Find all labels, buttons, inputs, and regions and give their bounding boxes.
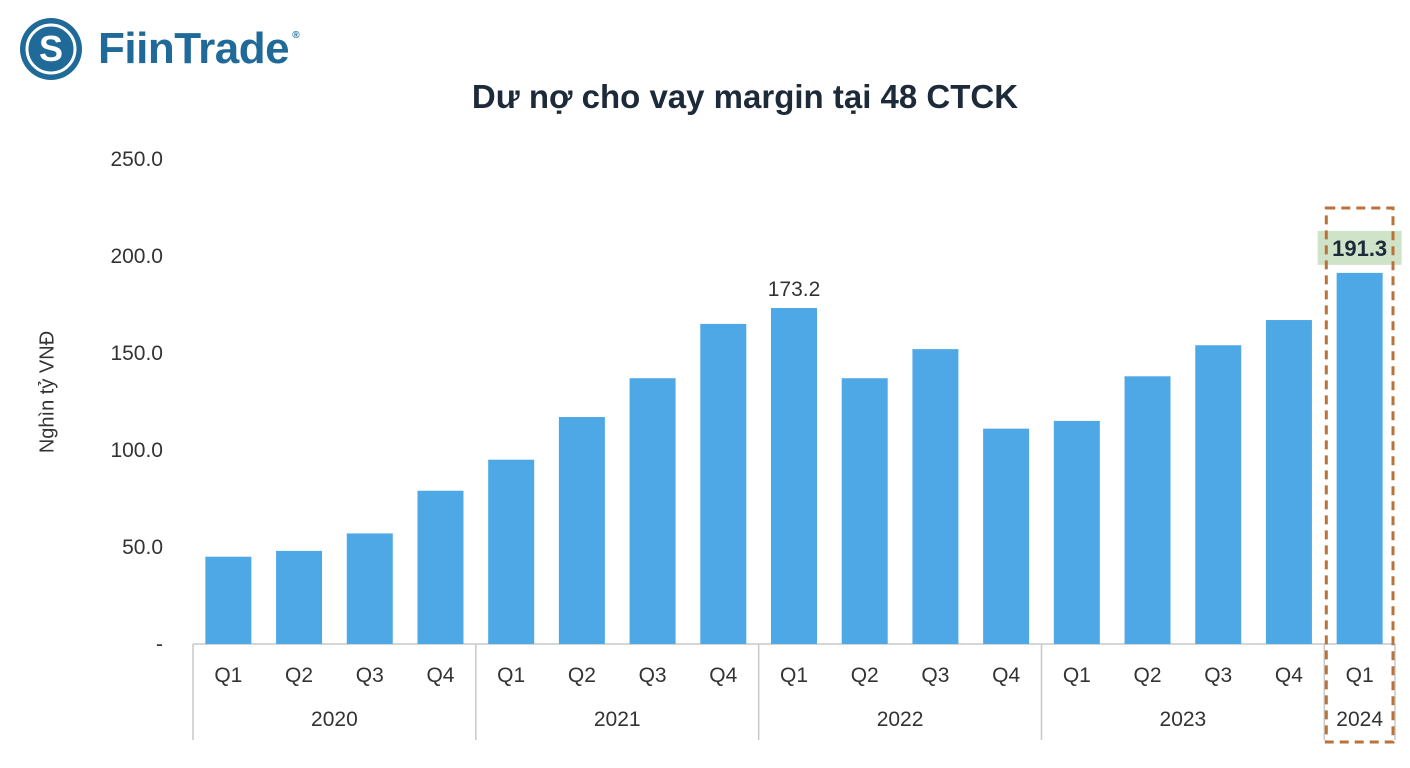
y-tick-label: 200.0 <box>110 245 163 268</box>
x-category-label: Q1 <box>1346 664 1374 687</box>
x-category-label: Q1 <box>497 664 525 687</box>
bar <box>1053 420 1100 644</box>
x-category-label: Q3 <box>639 664 667 687</box>
x-category-label: Q2 <box>1134 664 1162 687</box>
data-label: 191.3 <box>1332 236 1387 261</box>
x-category-label: Q3 <box>1204 664 1232 687</box>
brand-logo: S FiinTrade ® <box>18 16 300 82</box>
x-group-label: 2020 <box>311 708 358 731</box>
bar <box>912 349 959 644</box>
bar <box>983 428 1030 644</box>
x-category-label: Q3 <box>356 664 384 687</box>
brand-name: FiinTrade ® <box>98 24 300 73</box>
x-category-label: Q4 <box>1275 664 1303 687</box>
x-category-label: Q4 <box>709 664 737 687</box>
bar <box>1336 272 1383 644</box>
x-group-label: 2023 <box>1160 708 1207 731</box>
bar <box>488 459 535 644</box>
bar <box>205 556 252 644</box>
x-group-label: 2021 <box>594 708 641 731</box>
bar <box>276 550 323 644</box>
highlight-box <box>1324 206 1395 744</box>
svg-text:S: S <box>39 28 63 69</box>
x-category-label: Q1 <box>780 664 808 687</box>
data-label: 173.2 <box>768 278 821 301</box>
bar <box>841 378 888 644</box>
bar <box>771 307 817 644</box>
y-tick-label: 150.0 <box>110 342 163 365</box>
x-category-label: Q1 <box>1063 664 1091 687</box>
data-label-background <box>1317 230 1402 265</box>
x-category-label: Q1 <box>214 664 242 687</box>
x-category-label: Q2 <box>285 664 313 687</box>
x-category-label: Q2 <box>851 664 879 687</box>
bar <box>558 417 605 644</box>
bar <box>417 490 464 644</box>
bar <box>1265 320 1312 644</box>
bar <box>1124 376 1171 644</box>
y-tick-label: 100.0 <box>110 439 163 462</box>
fiintrade-logo-icon: S <box>20 18 82 80</box>
x-group-label: 2024 <box>1336 708 1383 731</box>
y-tick-label: 50.0 <box>122 536 163 559</box>
chart-title: Dư nợ cho vay margin tại 48 CTCK <box>471 78 1019 115</box>
x-category-label: Q3 <box>921 664 949 687</box>
bar <box>1195 345 1242 644</box>
bar <box>629 378 676 644</box>
x-category-label: Q4 <box>426 664 454 687</box>
x-category-label: Q2 <box>568 664 596 687</box>
x-category-label: Q4 <box>992 664 1020 687</box>
x-group-label: 2022 <box>877 708 924 731</box>
y-tick-label: - <box>156 633 163 656</box>
bar <box>700 323 747 644</box>
y-tick-label: 250.0 <box>110 148 163 171</box>
bar <box>346 533 393 644</box>
